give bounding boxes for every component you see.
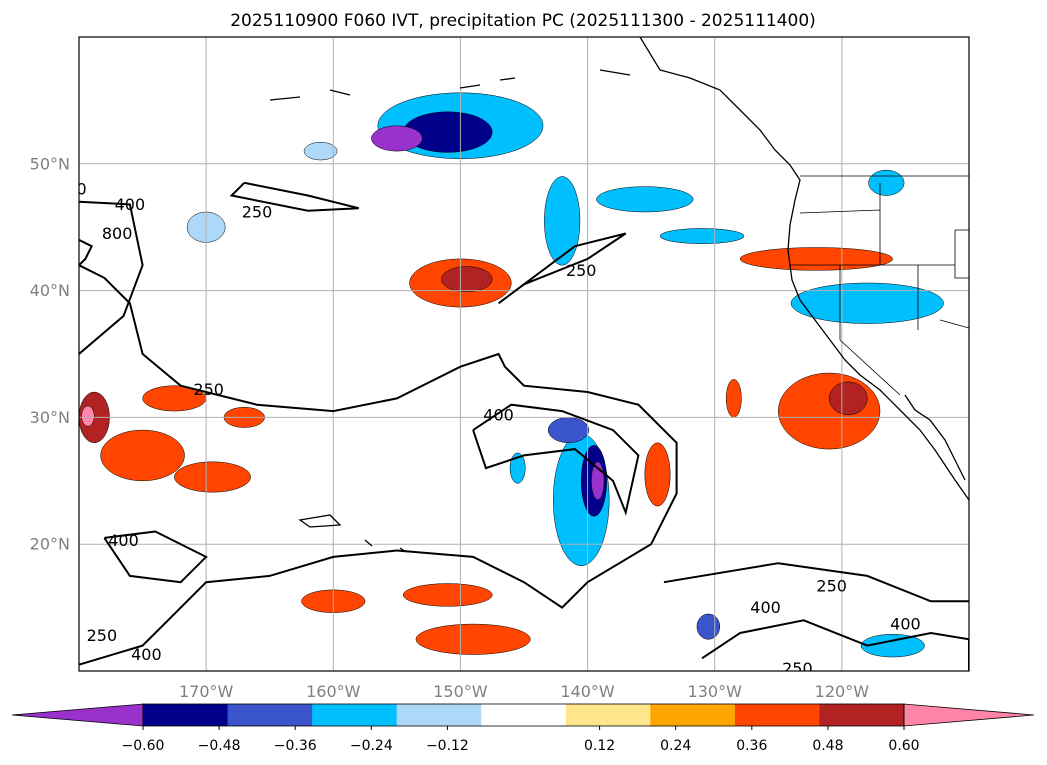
pc-region-11 xyxy=(790,282,944,324)
longitude-tick-labels: 170°W 160°W 150°W 140°W 130°W 120°W xyxy=(179,682,869,701)
colorbar-extend-high xyxy=(903,703,1035,727)
ivt-contour-400-5 xyxy=(472,403,640,516)
pc-region-2 xyxy=(371,125,423,152)
pc-region-12 xyxy=(778,372,881,450)
colorbar-tick-label: 0.24 xyxy=(660,738,691,754)
pc-region-30 xyxy=(725,379,742,418)
lon-tick-label: 170°W xyxy=(179,682,234,701)
lon-tick-label: 150°W xyxy=(433,682,488,701)
state-border-lines xyxy=(790,183,969,396)
ivt-contour-labels: 00 400 250 800 250 250 400 400 250 400 250 400 400 25… xyxy=(66,180,921,678)
pc-region-17 xyxy=(547,417,590,444)
lat-tick-label: 30°N xyxy=(30,408,70,427)
pc-region-25 xyxy=(402,583,493,607)
ivt-contour-250-1 xyxy=(498,232,627,305)
pc-region-3 xyxy=(303,141,338,161)
contour-label: 400 xyxy=(115,195,146,214)
colorbar-tick-label: 0.60 xyxy=(888,738,919,754)
ivt-contour-250-8 xyxy=(663,562,969,603)
ivt-contour-400-3 xyxy=(79,200,144,355)
colorbar-tick-label: 0.12 xyxy=(584,738,615,754)
pc-region-28 xyxy=(696,613,721,640)
pc-region-31 xyxy=(868,169,905,196)
state-borders xyxy=(790,175,969,396)
colorbar-tick-label: −0.60 xyxy=(122,738,165,754)
pc-region-18 xyxy=(644,442,671,507)
lon-tick-label: 140°W xyxy=(560,682,615,701)
pc-region-19 xyxy=(100,429,185,482)
colorbar-segment-2 xyxy=(312,704,398,726)
colorbar: −0.60 −0.48 −0.36 −0.24 −0.12 0.12 0.24 0.36 0.4… xyxy=(11,703,1035,754)
colorbar-segment-8 xyxy=(819,704,905,726)
lat-tick-label: 50°N xyxy=(30,154,70,173)
contour-label: 400 xyxy=(483,405,514,424)
colorbar-tick-label: −0.36 xyxy=(274,738,317,754)
ivt-contours xyxy=(79,181,969,671)
ivt-contour-250-0 xyxy=(229,181,359,212)
pc-region-13 xyxy=(828,381,868,416)
colorbar-segment-7 xyxy=(734,704,820,726)
pc-region-4 xyxy=(544,176,581,266)
colorbar-frame xyxy=(142,703,905,727)
pc-region-22 xyxy=(81,405,95,427)
pc-region-32 xyxy=(509,452,526,484)
colorbar-tick-label: −0.48 xyxy=(198,738,241,754)
lon-tick-label: 160°W xyxy=(306,682,361,701)
colorbar-segment-6 xyxy=(650,704,736,726)
pc-region-5 xyxy=(596,186,694,213)
colorbar-extend-low xyxy=(11,703,144,727)
colorbar-segment-4 xyxy=(481,704,567,726)
lon-tick-label: 120°W xyxy=(815,682,870,701)
lat-tick-label: 20°N xyxy=(30,535,70,554)
colorbar-tick-label: 0.48 xyxy=(812,738,843,754)
ivt-contour-400-6 xyxy=(103,530,208,584)
pc-region-6 xyxy=(659,228,745,244)
contour-label: 400 xyxy=(750,598,781,617)
contour-label: 400 xyxy=(108,531,139,550)
colorbar-segment-5 xyxy=(565,704,651,726)
chart-title: 2025110900 F060 IVT, precipitation PC (2… xyxy=(230,11,816,31)
contour-label: 250 xyxy=(242,202,273,221)
lon-tick-label: 130°W xyxy=(688,682,743,701)
graticule xyxy=(79,37,969,671)
ivt-contour-250-2 xyxy=(79,264,678,666)
colorbar-tick-label: −0.12 xyxy=(426,738,469,754)
map-frame xyxy=(78,36,970,672)
pc-region-9 xyxy=(441,266,493,293)
pc-region-26 xyxy=(415,623,531,655)
contour-label: 250 xyxy=(87,626,118,645)
contour-label: 400 xyxy=(131,645,162,664)
colorbar-segment-1 xyxy=(227,704,313,726)
ivt-contour-400-7 xyxy=(701,619,969,671)
contour-label: 250 xyxy=(193,380,224,399)
colorbar-segment-0 xyxy=(143,704,229,726)
contour-label: 250 xyxy=(816,577,847,596)
colorbar-tick-label: 0.36 xyxy=(736,738,767,754)
pc-region-10 xyxy=(739,247,893,271)
pc-region-29 xyxy=(860,633,925,658)
lat-tick-label: 40°N xyxy=(30,281,70,300)
contour-label: 400 xyxy=(890,615,921,634)
california-baja-coast xyxy=(904,394,966,481)
map-panel: 00 400 250 800 250 250 400 400 250 400 250 400 400 25… xyxy=(66,36,970,678)
contour-label: 250 xyxy=(566,261,597,280)
colorbar-tick-label: −0.24 xyxy=(350,738,393,754)
ivt-contour-400-4 xyxy=(79,239,94,266)
contour-label: 250 xyxy=(782,659,813,678)
pc-region-20 xyxy=(174,461,251,493)
contour-label: 00 xyxy=(66,180,86,199)
latitude-tick-labels: 20°N 30°N 40°N 50°N xyxy=(30,154,70,553)
aleutian-islands xyxy=(269,69,631,101)
contour-label: 800 xyxy=(102,224,133,243)
colorbar-segment-3 xyxy=(396,704,482,726)
